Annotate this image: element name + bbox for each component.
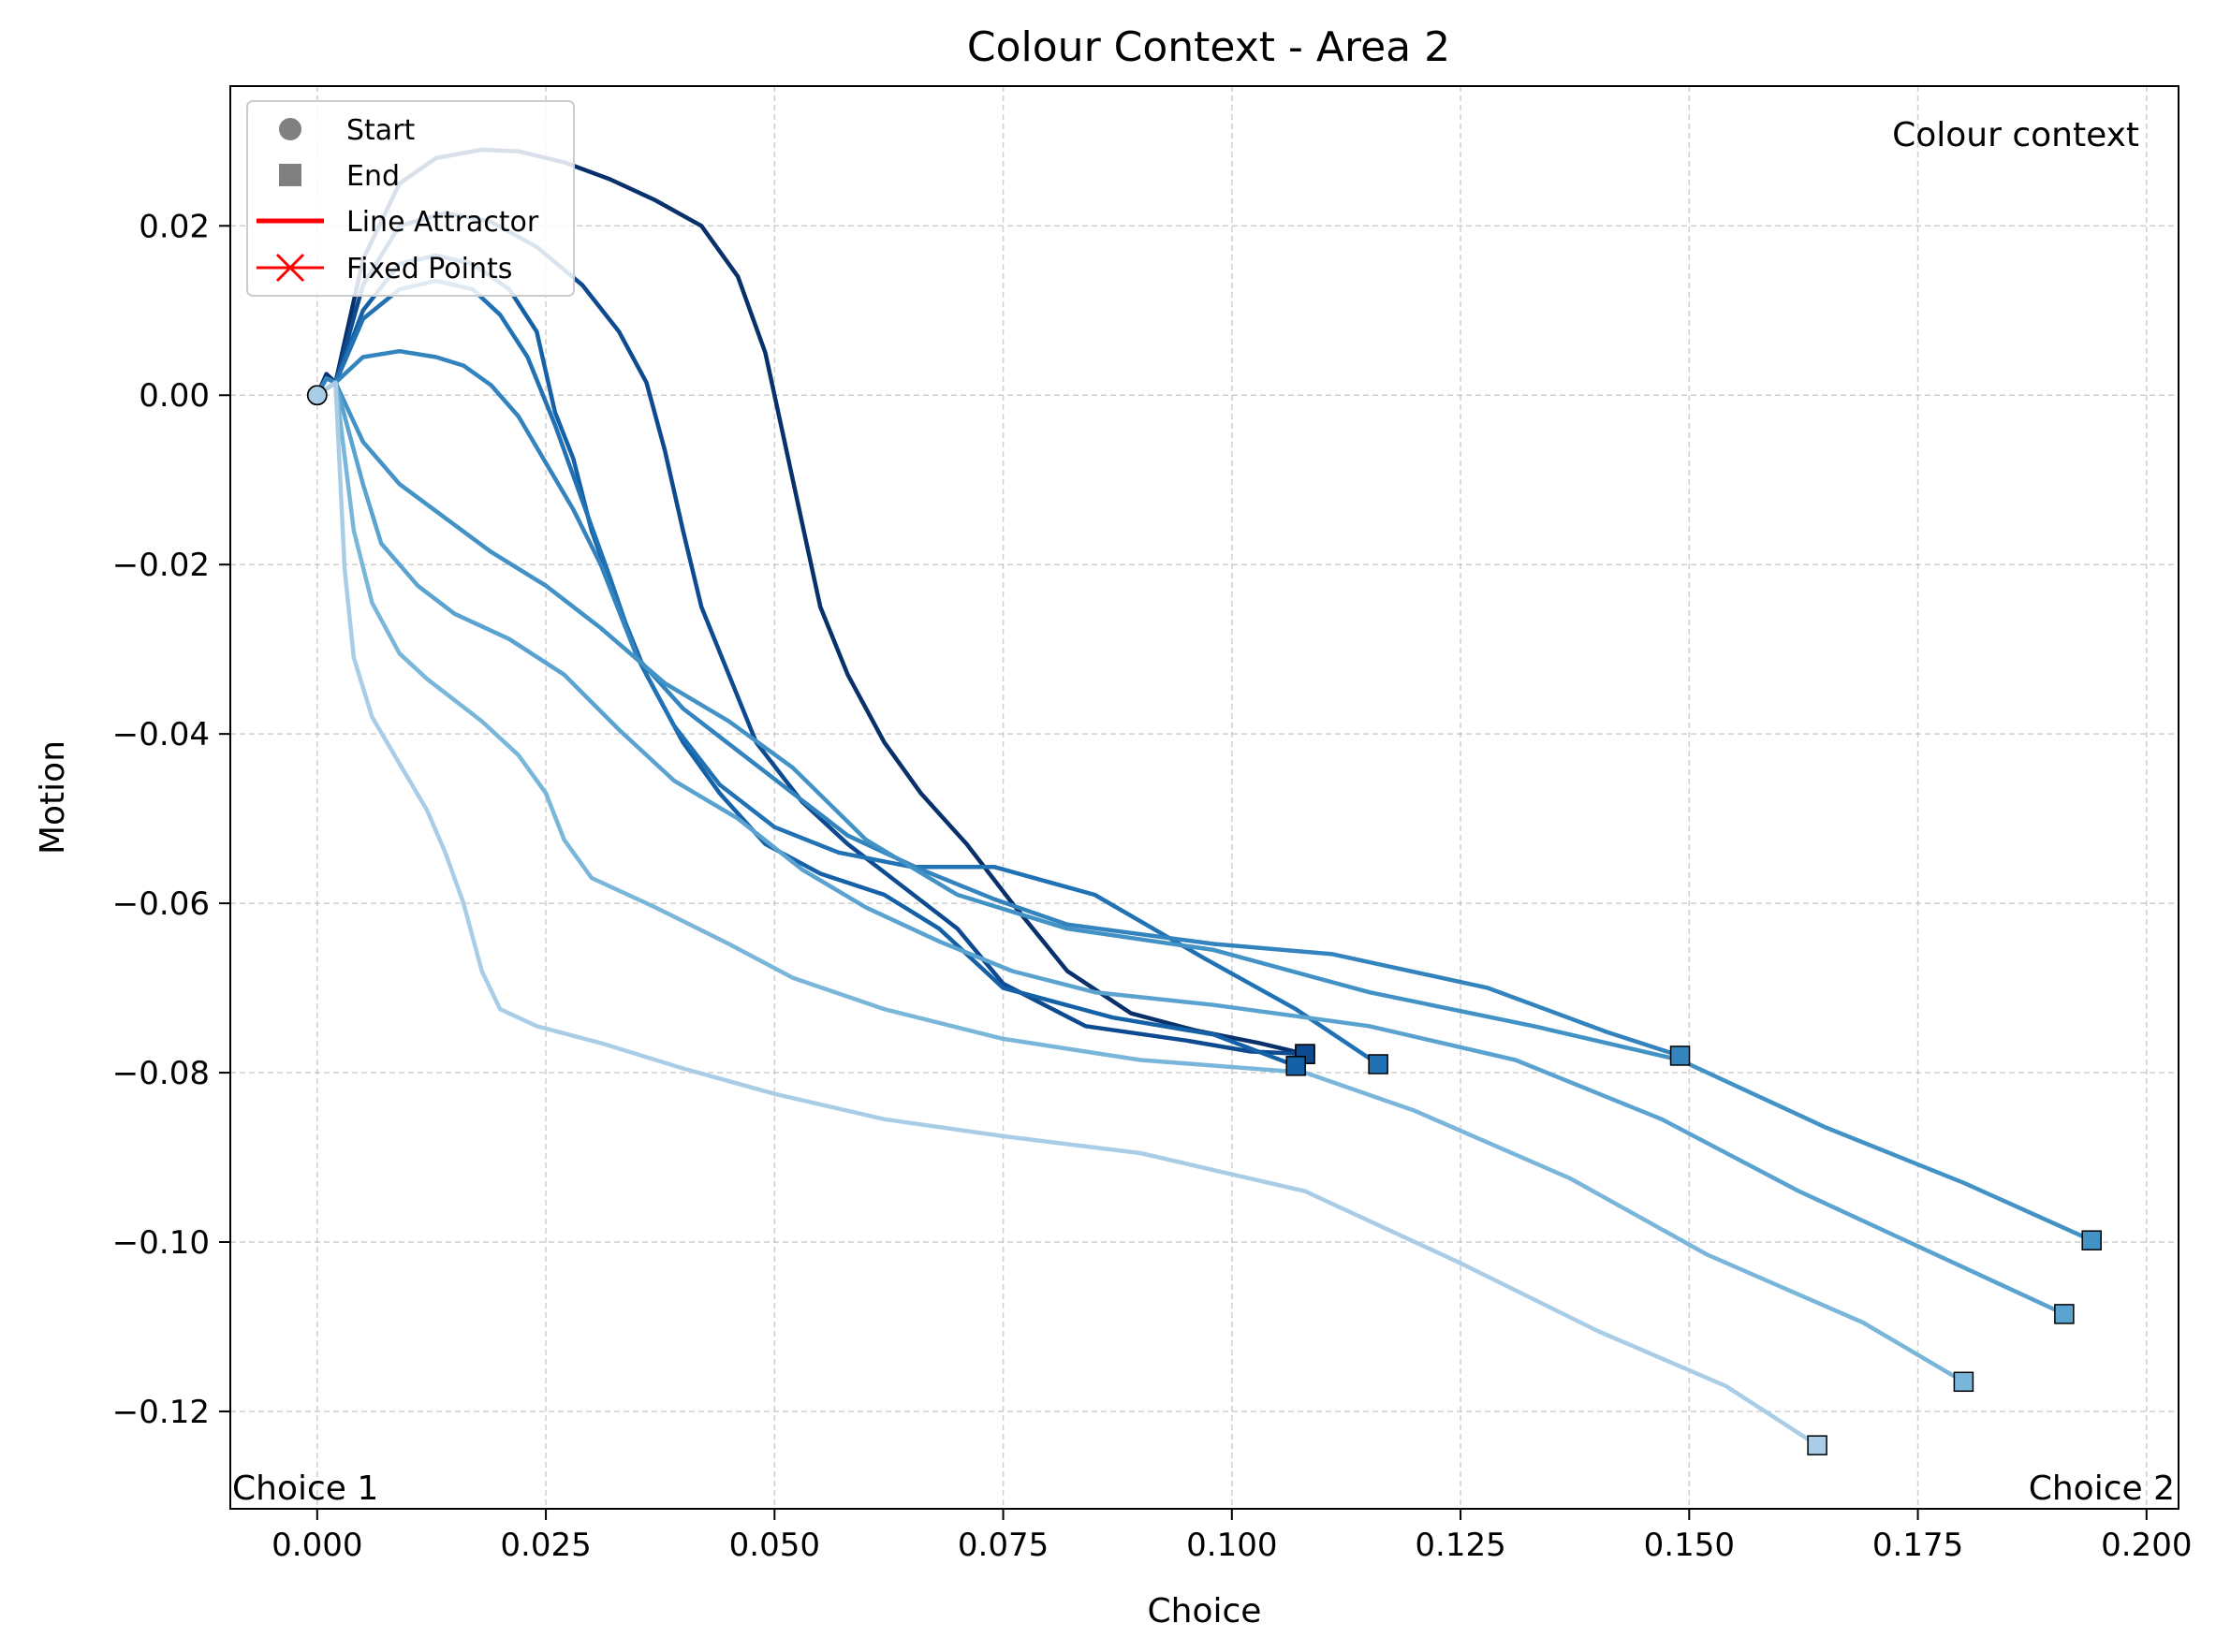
legend-box <box>246 100 575 297</box>
start-point-8 <box>307 385 328 405</box>
end-point-4 <box>1669 1045 1691 1066</box>
end-point-2 <box>1285 1056 1306 1076</box>
trajectory-line-3 <box>315 278 1381 1067</box>
x-axis-label: Choice <box>1148 1592 1262 1630</box>
y-tick-label-2: −0.02 <box>112 547 210 584</box>
x-tick-label-8: 0.200 <box>2101 1527 2192 1564</box>
y-tick-label-3: −0.04 <box>112 716 210 753</box>
x-tick-label-1: 0.025 <box>500 1527 591 1564</box>
plot-frame <box>229 85 2179 1510</box>
legend-start-marker <box>279 118 301 140</box>
annotation-context: Colour context <box>1892 116 2139 154</box>
trajectory-line-8 <box>315 380 1820 1448</box>
end-point-5 <box>2081 1230 2102 1250</box>
legend-end-marker <box>279 164 301 186</box>
y-tick-label-1: 0.00 <box>139 377 210 415</box>
x-tick-label-5: 0.125 <box>1415 1527 1505 1564</box>
end-point-6 <box>2054 1304 2075 1324</box>
annotation-choice-2: Choice 2 <box>2029 1469 2175 1508</box>
x-axis-ticks: 0.000 0.025 0.050 0.075 0.100 0.125 0.150 0.175… <box>271 1509 2192 1564</box>
annotations: Colour context Choice 1 Choice 2 <box>232 116 2175 1508</box>
y-axis-ticks: 0.02 0.00 −0.02 −0.04 −0.06 −0.08 −0.10 −0.12 <box>112 208 230 1431</box>
end-point-3 <box>1368 1054 1388 1075</box>
end-point-7 <box>1953 1371 1974 1393</box>
legend-fixed-points-x-icon <box>275 253 305 283</box>
legend: Start End Line Attractor Fixed Points <box>246 100 575 297</box>
legend-line-attractor-label: Line Attractor <box>346 206 539 239</box>
legend-fixed-points-label: Fixed Points <box>346 253 512 285</box>
x-tick-label-4: 0.100 <box>1186 1527 1277 1564</box>
trajectory-line-7 <box>315 380 1966 1384</box>
annotation-choice-1: Choice 1 <box>232 1469 378 1508</box>
markers-group <box>307 385 2102 1455</box>
x-tick-label-3: 0.075 <box>958 1527 1049 1564</box>
x-tick-label-6: 0.150 <box>1644 1527 1735 1564</box>
legend-end-label: End <box>346 160 400 193</box>
trajectory-line-5 <box>315 380 2094 1243</box>
y-tick-label-6: −0.10 <box>112 1224 210 1262</box>
end-point-8 <box>1807 1435 1827 1455</box>
x-tick-label-2: 0.050 <box>729 1527 820 1564</box>
legend-start-label: Start <box>346 114 416 147</box>
x-tick-label-0: 0.000 <box>271 1527 362 1564</box>
trajectory-line-6 <box>315 380 2067 1317</box>
y-tick-label-5: −0.08 <box>112 1055 210 1092</box>
y-tick-label-0: 0.02 <box>139 208 210 245</box>
y-tick-label-7: −0.12 <box>112 1394 210 1431</box>
y-axis-label: Motion <box>34 740 72 855</box>
x-tick-label-7: 0.175 <box>1872 1527 1963 1564</box>
grid <box>230 86 2179 1509</box>
chart-title: Colour Context - Area 2 <box>967 23 1450 71</box>
y-tick-label-4: −0.06 <box>112 885 210 923</box>
